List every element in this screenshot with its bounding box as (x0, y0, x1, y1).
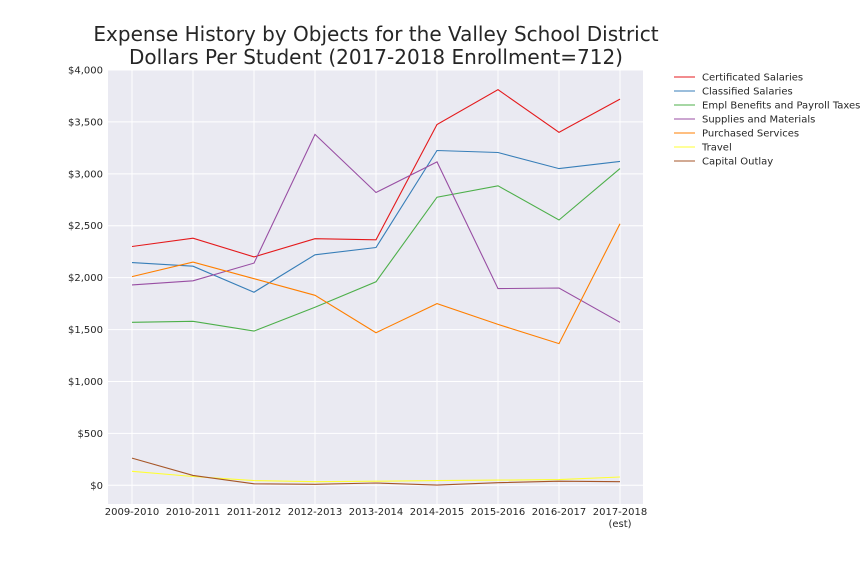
y-tick-label: $2,500 (68, 221, 103, 232)
y-tick-label: $500 (78, 429, 103, 440)
y-tick-label: $2,000 (68, 273, 103, 284)
x-tick-labels: 2009-2010 2010-2011 2011-2012 2012-2013 2013… (105, 507, 648, 530)
y-tick-label: $1,000 (68, 377, 103, 388)
legend: Certificated Salaries Classified Salaries… (674, 73, 860, 168)
series-line-certificated-salaries (131, 89, 621, 258)
series-line-capital-outlay (131, 457, 621, 486)
legend-label-supplies-and-materials: Supplies and Materials (702, 115, 815, 126)
chart-title-line-1: Expense History by Objects for the Valle… (93, 22, 658, 46)
series-line-purchased-services (131, 223, 621, 345)
y-tick-label: $3,500 (68, 117, 103, 128)
x-tick-label: 2012-2013 (288, 507, 343, 518)
x-tick-label: 2017-2018 (est) (593, 507, 648, 530)
legend-label-travel: Travel (701, 143, 732, 154)
legend-label-certificated-salaries: Certificated Salaries (702, 73, 803, 84)
y-tick-label: $4,000 (68, 66, 103, 77)
y-tick-label: $3,000 (68, 169, 103, 180)
y-tick-labels: $0 $500 $1,000 $1,500 $2,000 $2,500 $3,000 $3,5… (68, 66, 103, 492)
x-tick-label: 2016-2017 (532, 507, 587, 518)
legend-label-capital-outlay: Capital Outlay (702, 157, 773, 168)
x-tick-label: 2014-2015 (410, 507, 465, 518)
x-tick-label: 2013-2014 (349, 507, 404, 518)
series-line-supplies-and-materials (131, 133, 621, 323)
legend-label-empl-benefits-and-payroll-taxes: Empl Benefits and Payroll Taxes (702, 101, 860, 112)
y-tick-label: $1,500 (68, 325, 103, 336)
x-tick-label: 2011-2012 (227, 507, 282, 518)
x-tick-label: 2009-2010 (105, 507, 160, 518)
y-tick-label: $0 (90, 481, 103, 492)
x-tick-label: 2010-2011 (166, 507, 221, 518)
legend-label-purchased-services: Purchased Services (702, 129, 799, 140)
series-lines (131, 89, 621, 486)
x-tick-label: 2015-2016 (471, 507, 526, 518)
chart-title-line-2: Dollars Per Student (2017-2018 Enrollmen… (129, 45, 623, 69)
legend-label-classified-salaries: Classified Salaries (702, 87, 793, 98)
series-line-empl-benefits-and-payroll-taxes (131, 168, 621, 332)
grid (108, 69, 643, 504)
